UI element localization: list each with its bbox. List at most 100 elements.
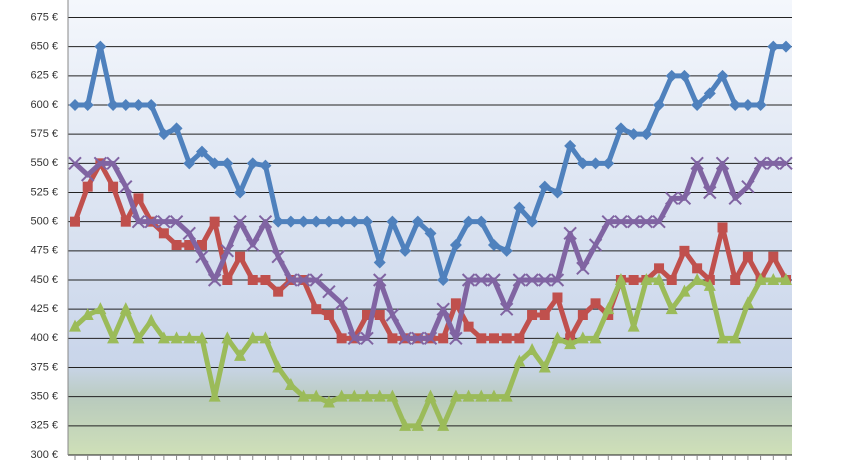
marker: [246, 157, 259, 170]
marker: [157, 128, 170, 141]
marker: [184, 240, 195, 250]
marker: [68, 156, 82, 171]
marker: [640, 128, 653, 141]
marker: [82, 181, 93, 192]
marker: [525, 273, 539, 287]
marker: [373, 273, 387, 287]
marker: [81, 308, 94, 320]
marker: [551, 186, 564, 199]
marker: [538, 273, 552, 287]
marker: [741, 99, 754, 111]
marker: [590, 298, 601, 309]
marker: [182, 226, 196, 241]
marker: [653, 273, 666, 285]
marker: [652, 214, 666, 229]
marker: [386, 389, 399, 402]
marker: [487, 389, 500, 402]
marker: [640, 273, 653, 285]
marker: [614, 214, 628, 229]
marker: [550, 273, 565, 287]
marker: [563, 226, 577, 241]
marker: [334, 296, 349, 311]
marker: [195, 249, 209, 264]
marker: [577, 310, 588, 320]
marker: [322, 215, 335, 228]
marker: [145, 313, 158, 326]
marker: [108, 181, 119, 192]
y-tick-label: 575 €: [30, 128, 58, 140]
marker: [768, 251, 779, 262]
marker: [284, 215, 297, 228]
marker: [323, 310, 334, 320]
y-tick-label: 425 €: [30, 303, 58, 315]
marker: [678, 284, 691, 297]
marker: [424, 389, 437, 402]
marker: [614, 273, 627, 285]
marker: [284, 273, 298, 287]
marker: [437, 418, 450, 431]
marker: [132, 99, 145, 111]
marker: [512, 273, 527, 287]
marker: [715, 156, 730, 171]
marker: [564, 337, 577, 350]
marker: [284, 378, 297, 390]
y-tick-label: 500 €: [30, 216, 58, 228]
marker: [311, 304, 322, 315]
marker: [742, 251, 753, 262]
marker: [158, 228, 169, 239]
marker: [552, 292, 563, 303]
marker: [462, 215, 475, 228]
y-tick-label: 300 €: [30, 449, 58, 461]
plot-background: [68, 0, 792, 455]
marker: [373, 389, 386, 402]
y-tick-label: 450 €: [30, 274, 58, 286]
marker: [766, 156, 781, 171]
marker: [692, 263, 703, 274]
marker: [387, 333, 398, 344]
marker: [69, 99, 81, 111]
marker: [627, 128, 640, 141]
marker: [207, 273, 222, 287]
marker: [220, 244, 235, 258]
marker: [588, 238, 603, 252]
marker: [170, 331, 183, 344]
marker: [133, 193, 144, 204]
marker: [361, 215, 374, 228]
marker: [157, 214, 171, 229]
marker: [385, 308, 400, 322]
y-tick-label: 625 €: [30, 70, 58, 82]
marker: [373, 256, 386, 269]
marker: [488, 333, 499, 344]
marker: [741, 296, 754, 309]
marker: [728, 191, 742, 206]
marker: [628, 275, 639, 285]
marker: [322, 395, 335, 408]
marker: [449, 331, 463, 346]
marker: [741, 179, 755, 194]
marker: [779, 156, 793, 171]
marker: [386, 215, 399, 228]
marker: [424, 227, 437, 240]
marker: [527, 310, 538, 320]
marker: [297, 389, 310, 402]
marker: [691, 273, 704, 285]
marker: [80, 168, 95, 182]
marker: [347, 331, 362, 346]
marker: [449, 239, 462, 251]
marker: [526, 215, 539, 228]
y-tick-label: 650 €: [30, 41, 58, 53]
marker: [107, 331, 120, 344]
marker: [235, 251, 246, 262]
marker: [93, 156, 108, 171]
marker: [119, 302, 132, 315]
marker: [576, 157, 589, 170]
marker: [209, 216, 220, 227]
marker: [336, 333, 347, 344]
marker: [361, 389, 374, 402]
marker: [411, 331, 425, 346]
marker: [222, 275, 233, 285]
marker: [273, 286, 284, 297]
marker: [423, 331, 438, 346]
marker: [514, 333, 525, 344]
